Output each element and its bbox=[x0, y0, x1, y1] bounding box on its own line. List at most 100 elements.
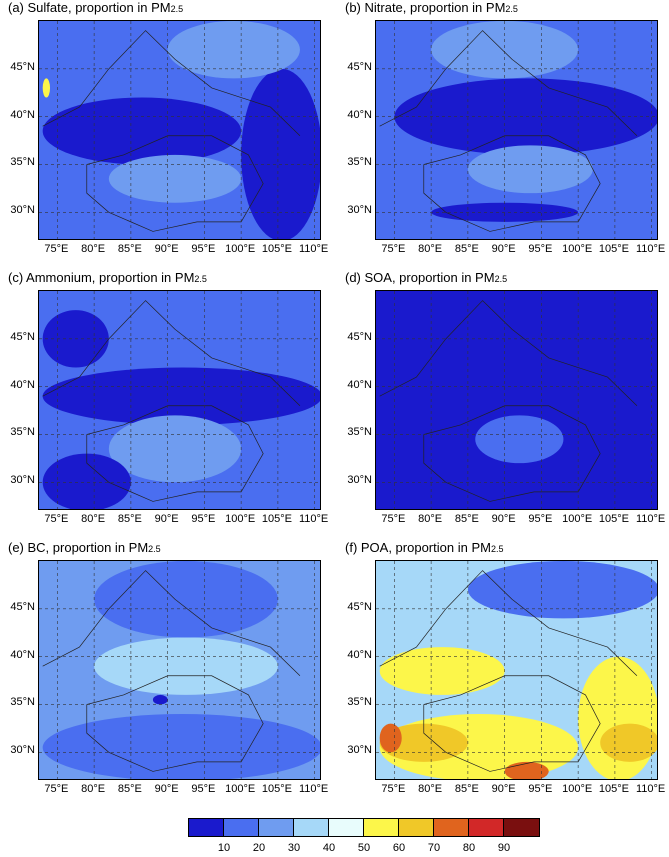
boundary-line bbox=[379, 30, 638, 137]
boundary-line bbox=[423, 405, 601, 502]
panel-title-subscript: 2.5 bbox=[170, 4, 184, 14]
lat-tick-label: 30°N bbox=[10, 204, 35, 217]
lon-tick-label: 110°E bbox=[299, 513, 329, 525]
colorbar bbox=[188, 818, 540, 837]
colorbar-swatch bbox=[259, 819, 294, 836]
lon-tick-label: 100°E bbox=[225, 783, 256, 795]
colorbar-label: 80 bbox=[462, 842, 476, 854]
field-region bbox=[108, 415, 242, 483]
lat-tick-label: 40°N bbox=[10, 648, 35, 661]
colorbar-swatch bbox=[329, 819, 364, 836]
map-panel bbox=[38, 290, 321, 510]
lat-tick-label: 40°N bbox=[10, 108, 35, 121]
panel-title: (f) POA, proportion in PM2.5 bbox=[345, 540, 503, 555]
panel-title: (a) Sulfate, proportion in PM2.5 bbox=[8, 0, 183, 15]
map-canvas bbox=[376, 21, 657, 239]
map-canvas bbox=[39, 21, 320, 239]
field-region bbox=[94, 637, 278, 695]
lon-tick-label: 75°E bbox=[44, 513, 69, 525]
lon-tick-label: 85°E bbox=[117, 243, 142, 255]
lon-tick-label: 80°E bbox=[81, 243, 106, 255]
lon-tick-label: 105°E bbox=[261, 513, 292, 525]
lon-tick-label: 85°E bbox=[117, 513, 142, 525]
panel-title-subscript: 2.5 bbox=[148, 544, 161, 554]
colorbar-swatch bbox=[189, 819, 224, 836]
lat-tick-label: 30°N bbox=[10, 744, 35, 757]
colorbar-swatch bbox=[224, 819, 259, 836]
lon-tick-label: 110°E bbox=[636, 243, 666, 255]
lat-tick-label: 40°N bbox=[347, 378, 372, 391]
field-region bbox=[600, 723, 657, 762]
lon-tick-label: 100°E bbox=[562, 783, 593, 795]
boundary-line bbox=[86, 135, 264, 232]
lat-tick-label: 30°N bbox=[10, 474, 35, 487]
colorbar-label: 10 bbox=[217, 842, 231, 854]
map-canvas bbox=[376, 291, 657, 509]
lat-tick-label: 35°N bbox=[347, 156, 372, 169]
lon-tick-label: 80°E bbox=[81, 783, 106, 795]
boundary-line bbox=[86, 675, 264, 772]
lon-tick-label: 95°E bbox=[528, 513, 553, 525]
lon-tick-label: 80°E bbox=[418, 243, 443, 255]
lon-tick-label: 80°E bbox=[418, 783, 443, 795]
field-region bbox=[467, 561, 657, 619]
field-region bbox=[94, 561, 278, 638]
lat-tick-label: 40°N bbox=[347, 648, 372, 661]
lat-tick-label: 45°N bbox=[347, 60, 372, 73]
lat-tick-label: 35°N bbox=[10, 426, 35, 439]
field-background bbox=[376, 291, 657, 509]
lat-tick-label: 45°N bbox=[347, 600, 372, 613]
lat-tick-label: 35°N bbox=[10, 696, 35, 709]
lon-tick-label: 95°E bbox=[528, 783, 553, 795]
lon-tick-label: 90°E bbox=[154, 783, 179, 795]
field-region bbox=[167, 21, 300, 79]
panel-title-text: (b) Nitrate, proportion in PM bbox=[345, 0, 506, 15]
map-panel bbox=[38, 560, 321, 780]
panel-title: (d) SOA, proportion in PM2.5 bbox=[345, 270, 507, 285]
field-region bbox=[578, 656, 657, 779]
panel-title-text: (f) POA, proportion in PM bbox=[345, 540, 491, 555]
colorbar-swatch bbox=[504, 819, 539, 836]
colorbar-swatch bbox=[399, 819, 434, 836]
lon-tick-label: 110°E bbox=[299, 783, 329, 795]
field-region bbox=[42, 78, 51, 98]
panel-title-text: (d) SOA, proportion in PM bbox=[345, 270, 495, 285]
lon-tick-label: 95°E bbox=[191, 513, 216, 525]
lat-tick-label: 35°N bbox=[347, 426, 372, 439]
colorbar-label: 40 bbox=[322, 842, 336, 854]
lon-tick-label: 110°E bbox=[636, 783, 666, 795]
lat-tick-label: 40°N bbox=[10, 378, 35, 391]
lat-tick-label: 30°N bbox=[347, 744, 372, 757]
colorbar-label: 20 bbox=[252, 842, 266, 854]
panel-title-subscript: 2.5 bbox=[494, 274, 508, 284]
field-region bbox=[108, 154, 242, 203]
colorbar-label: 60 bbox=[392, 842, 406, 854]
lon-tick-label: 75°E bbox=[381, 783, 406, 795]
lon-tick-label: 90°E bbox=[491, 243, 516, 255]
lon-tick-label: 95°E bbox=[528, 243, 553, 255]
lon-tick-label: 90°E bbox=[491, 513, 516, 525]
lon-tick-label: 100°E bbox=[562, 513, 593, 525]
field-region bbox=[467, 145, 593, 194]
field-region bbox=[152, 694, 168, 705]
lon-tick-label: 90°E bbox=[491, 783, 516, 795]
lon-tick-label: 90°E bbox=[154, 243, 179, 255]
boundary-line bbox=[379, 570, 638, 677]
panel-title-text: (c) Ammonium, proportion in PM bbox=[8, 270, 195, 285]
lon-tick-label: 105°E bbox=[598, 513, 629, 525]
lon-tick-label: 80°E bbox=[418, 513, 443, 525]
lat-tick-label: 45°N bbox=[10, 600, 35, 613]
lat-tick-label: 45°N bbox=[10, 60, 35, 73]
lat-tick-label: 45°N bbox=[10, 330, 35, 343]
field-region bbox=[42, 453, 131, 509]
lon-tick-label: 85°E bbox=[454, 243, 479, 255]
map-panel bbox=[375, 290, 658, 510]
field-region bbox=[42, 97, 242, 165]
boundary-line bbox=[42, 570, 301, 677]
panel-title-subscript: 2.5 bbox=[194, 274, 207, 284]
panel-title: (e) BC, proportion in PM2.5 bbox=[8, 540, 161, 555]
lon-tick-label: 75°E bbox=[381, 513, 406, 525]
lon-tick-label: 95°E bbox=[191, 243, 216, 255]
lon-tick-label: 110°E bbox=[636, 513, 666, 525]
panel-title-text: (e) BC, proportion in PM bbox=[8, 540, 149, 555]
